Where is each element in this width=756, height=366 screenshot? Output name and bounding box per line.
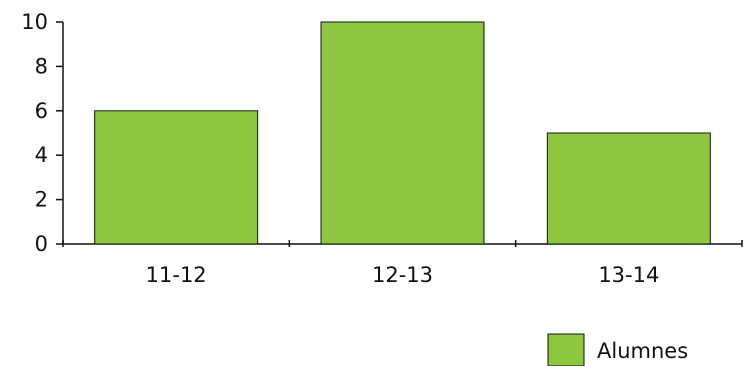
x-tick-label: 13-14 bbox=[598, 263, 659, 287]
y-tick-label: 8 bbox=[35, 54, 48, 78]
bars bbox=[94, 21, 711, 245]
x-axis: 11-12 12-13 13-14 bbox=[62, 240, 743, 287]
y-axis: 0 2 4 6 8 10 bbox=[21, 10, 64, 256]
y-tick-label: 0 bbox=[35, 232, 48, 256]
legend-swatch bbox=[547, 333, 585, 366]
bar bbox=[94, 110, 259, 245]
bar bbox=[320, 21, 485, 245]
legend-label: Alumnes bbox=[597, 339, 688, 363]
x-tick-label: 12-13 bbox=[372, 263, 433, 287]
bar bbox=[546, 132, 711, 245]
y-tick-label: 4 bbox=[35, 143, 48, 167]
legend: Alumnes bbox=[547, 333, 688, 366]
y-tick-label: 6 bbox=[35, 99, 48, 123]
y-tick-label: 2 bbox=[35, 188, 48, 212]
x-tick-label: 11-12 bbox=[146, 263, 207, 287]
y-tick-label: 10 bbox=[21, 10, 48, 34]
